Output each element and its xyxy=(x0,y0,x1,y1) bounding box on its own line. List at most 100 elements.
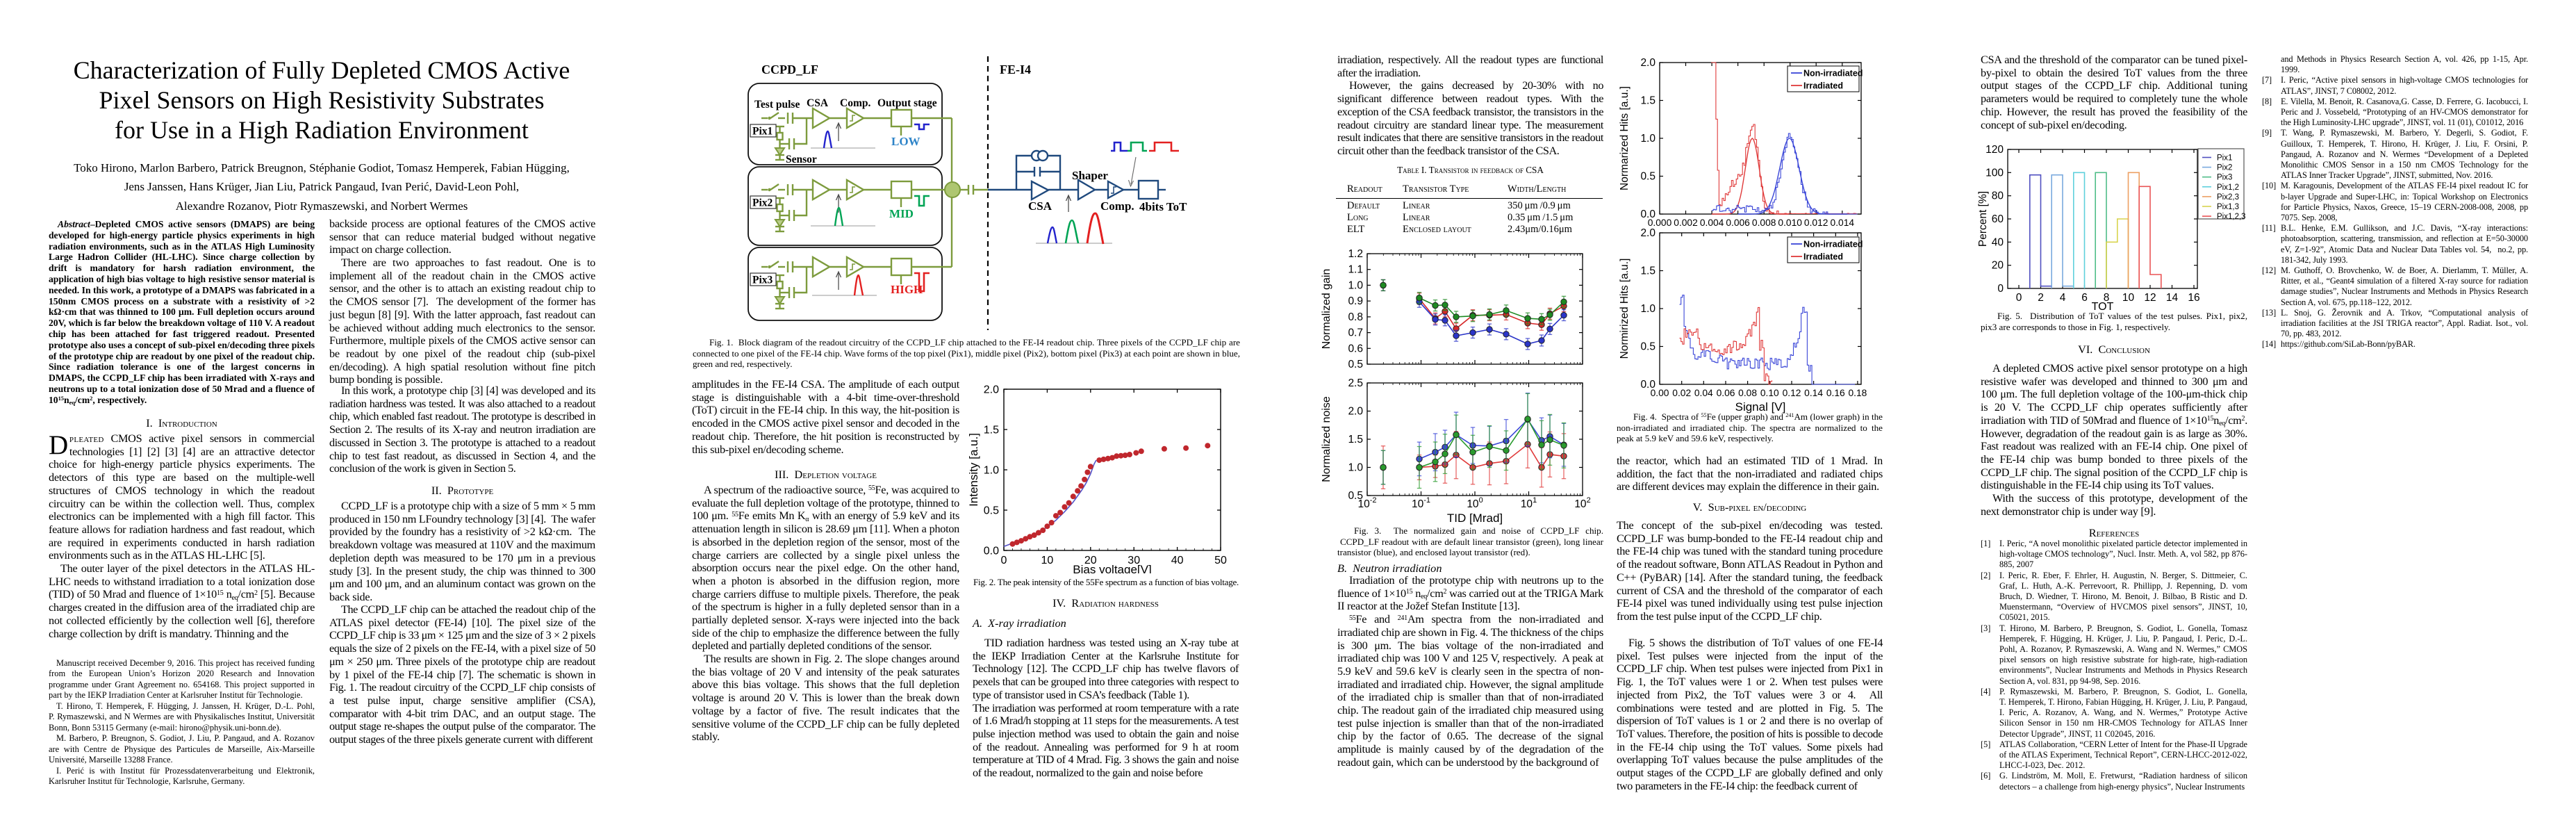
svg-text:0.5: 0.5 xyxy=(1640,341,1656,353)
svg-text:100: 100 xyxy=(1467,496,1483,510)
svg-text:Output stage: Output stage xyxy=(877,97,937,109)
svg-text:0.14: 0.14 xyxy=(1804,388,1823,398)
svg-text:0.8: 0.8 xyxy=(1348,311,1363,323)
svg-text:1.2: 1.2 xyxy=(1348,248,1363,260)
svg-text:Comp.: Comp. xyxy=(1100,199,1134,213)
svg-text:50: 50 xyxy=(1214,555,1227,566)
svg-text:Comp.: Comp. xyxy=(840,97,870,109)
svg-text:TID [Mrad]: TID [Mrad] xyxy=(1447,512,1503,525)
svg-text:0.12: 0.12 xyxy=(1783,388,1801,398)
svg-text:2.0: 2.0 xyxy=(1640,227,1656,239)
svg-text:100: 100 xyxy=(1985,167,2004,179)
svg-text:40: 40 xyxy=(1171,555,1184,566)
svg-text:10-1: 10-1 xyxy=(1412,496,1430,510)
svg-text:MID: MID xyxy=(889,207,914,220)
svg-text:12: 12 xyxy=(2144,292,2156,304)
svg-text:0.5: 0.5 xyxy=(984,505,999,517)
svg-text:1.0: 1.0 xyxy=(1640,303,1656,315)
svg-text:HIGH: HIGH xyxy=(891,283,923,296)
svg-text:Shaper: Shaper xyxy=(1072,169,1108,182)
svg-text:0.02: 0.02 xyxy=(1672,388,1691,398)
svg-text:0.0: 0.0 xyxy=(1640,379,1656,391)
svg-text:0.16: 0.16 xyxy=(1826,388,1845,398)
svg-text:FE-I4: FE-I4 xyxy=(1000,63,1031,76)
svg-text:4: 4 xyxy=(2060,292,2066,304)
svg-text:Intensity [a.u.]: Intensity [a.u.] xyxy=(969,433,980,507)
svg-text:Pix1,2,3: Pix1,2,3 xyxy=(2217,213,2246,221)
svg-text:1.0: 1.0 xyxy=(1348,279,1363,291)
svg-text:Signal [V]: Signal [V] xyxy=(1735,400,1786,414)
svg-text:0.9: 0.9 xyxy=(1348,295,1363,307)
svg-text:Pix1: Pix1 xyxy=(2217,154,2232,163)
svg-text:Normalized noise: Normalized noise xyxy=(1321,396,1332,482)
svg-text:0: 0 xyxy=(2016,292,2022,304)
svg-text:10: 10 xyxy=(2122,292,2135,304)
svg-text:1.5: 1.5 xyxy=(1640,265,1656,277)
svg-text:0.18: 0.18 xyxy=(1848,388,1867,398)
svg-text:Normirized Hits [a.u.]: Normirized Hits [a.u.] xyxy=(1619,259,1630,359)
svg-text:Pix1: Pix1 xyxy=(752,126,773,138)
svg-text:TOT: TOT xyxy=(2092,301,2114,313)
svg-text:8: 8 xyxy=(2104,292,2110,304)
svg-text:0.00: 0.00 xyxy=(1651,388,1669,398)
svg-text:20: 20 xyxy=(1084,555,1097,566)
svg-text:0.010: 0.010 xyxy=(1778,218,1802,228)
svg-text:0: 0 xyxy=(1997,283,2004,295)
svg-text:CSA: CSA xyxy=(1028,199,1052,213)
svg-text:14: 14 xyxy=(2166,292,2179,304)
svg-text:CSA: CSA xyxy=(807,97,829,109)
svg-text:0.08: 0.08 xyxy=(1738,388,1757,398)
svg-text:101: 101 xyxy=(1521,496,1537,510)
svg-text:Normalized gain: Normalized gain xyxy=(1321,269,1332,350)
svg-text:Normarized Hits [a.u.]: Normarized Hits [a.u.] xyxy=(1619,86,1630,190)
svg-text:Irradiated: Irradiated xyxy=(1803,81,1843,91)
svg-text:1.5: 1.5 xyxy=(984,425,999,436)
svg-text:Pix1,2: Pix1,2 xyxy=(2217,183,2239,192)
svg-text:0.014: 0.014 xyxy=(1831,218,1855,228)
svg-text:1.5: 1.5 xyxy=(1348,434,1363,445)
svg-text:1.0: 1.0 xyxy=(984,465,999,477)
svg-text:80: 80 xyxy=(1992,190,2004,202)
svg-text:Bias voltage[V]: Bias voltage[V] xyxy=(1073,563,1151,573)
svg-text:0.10: 0.10 xyxy=(1760,388,1779,398)
svg-text:Pix2: Pix2 xyxy=(2217,164,2232,172)
svg-text:0: 0 xyxy=(1001,555,1007,566)
svg-text:102: 102 xyxy=(1574,496,1590,510)
svg-text:2.5: 2.5 xyxy=(1348,377,1363,389)
svg-text:CCPD_LF: CCPD_LF xyxy=(761,63,818,76)
svg-text:2.0: 2.0 xyxy=(1640,57,1656,69)
svg-text:20: 20 xyxy=(1992,260,2004,272)
svg-text:0.04: 0.04 xyxy=(1694,388,1713,398)
svg-text:30: 30 xyxy=(1128,555,1140,566)
svg-text:Pix2: Pix2 xyxy=(752,197,773,209)
svg-text:0.5: 0.5 xyxy=(1348,490,1363,502)
svg-text:120: 120 xyxy=(1985,144,2004,156)
svg-text:10: 10 xyxy=(1041,555,1054,566)
svg-text:16: 16 xyxy=(2188,292,2199,304)
svg-text:1.5: 1.5 xyxy=(1640,95,1656,107)
svg-text:Non-irradiated: Non-irradiated xyxy=(1803,69,1863,79)
svg-text:0.7: 0.7 xyxy=(1348,327,1363,339)
svg-text:2.0: 2.0 xyxy=(1348,406,1363,418)
svg-text:0.06: 0.06 xyxy=(1717,388,1735,398)
svg-text:LOW: LOW xyxy=(891,135,920,148)
svg-text:Irradiated: Irradiated xyxy=(1803,252,1843,262)
svg-text:0.006: 0.006 xyxy=(1726,218,1750,228)
svg-text:Percent [%]: Percent [%] xyxy=(1977,191,1989,247)
svg-text:Pix2,3: Pix2,3 xyxy=(2217,193,2239,202)
svg-text:40: 40 xyxy=(1992,236,2004,248)
svg-text:60: 60 xyxy=(1992,213,2004,225)
svg-text:0.5: 0.5 xyxy=(1348,359,1363,370)
svg-text:0.008: 0.008 xyxy=(1752,218,1776,228)
svg-text:2: 2 xyxy=(2038,292,2044,304)
svg-text:10-2: 10-2 xyxy=(1357,496,1376,510)
svg-text:Pix1,3: Pix1,3 xyxy=(2217,203,2239,211)
svg-text:Pix3: Pix3 xyxy=(752,275,773,286)
svg-text:0.6: 0.6 xyxy=(1348,343,1363,354)
svg-text:0.012: 0.012 xyxy=(1804,218,1828,228)
svg-text:1.1: 1.1 xyxy=(1348,264,1363,276)
svg-text:0.0: 0.0 xyxy=(984,546,999,557)
svg-text:6: 6 xyxy=(2081,292,2088,304)
svg-text:0.000: 0.000 xyxy=(1648,218,1672,228)
svg-text:Non-irradiated: Non-irradiated xyxy=(1803,240,1863,250)
